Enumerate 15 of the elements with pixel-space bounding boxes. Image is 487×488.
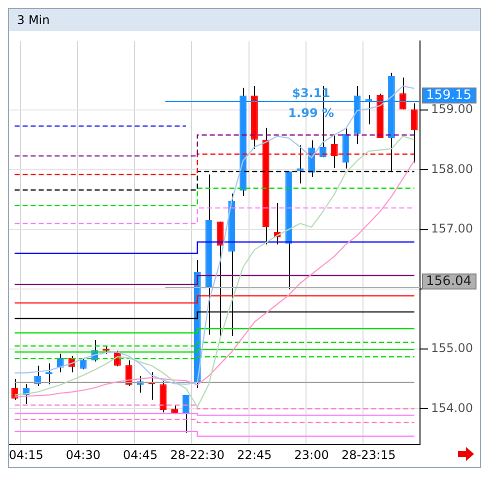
chart-title: 3 Min	[9, 9, 480, 31]
y-tick-label: 157.00	[431, 222, 474, 236]
y-tick-label: 158.00	[431, 162, 474, 176]
x-tick-label: 04:45	[123, 448, 158, 462]
x-tick-label: 04:30	[66, 448, 101, 462]
ref-line-label: 156.04	[426, 274, 472, 289]
y-tick-label: 159.00	[431, 102, 474, 116]
x-tick-label: 04:15	[8, 448, 44, 462]
x-tick-label: 28-23:15	[342, 448, 396, 462]
ref-line-label: 159.15	[426, 88, 472, 103]
x-tick-label: 23:00	[294, 448, 329, 462]
x-tick-label: 22:45	[237, 448, 272, 462]
y-tick-label: 155.00	[431, 341, 474, 356]
y-tick-label: 154.00	[431, 400, 474, 415]
x-tick-label: 28-22:30	[170, 448, 224, 462]
